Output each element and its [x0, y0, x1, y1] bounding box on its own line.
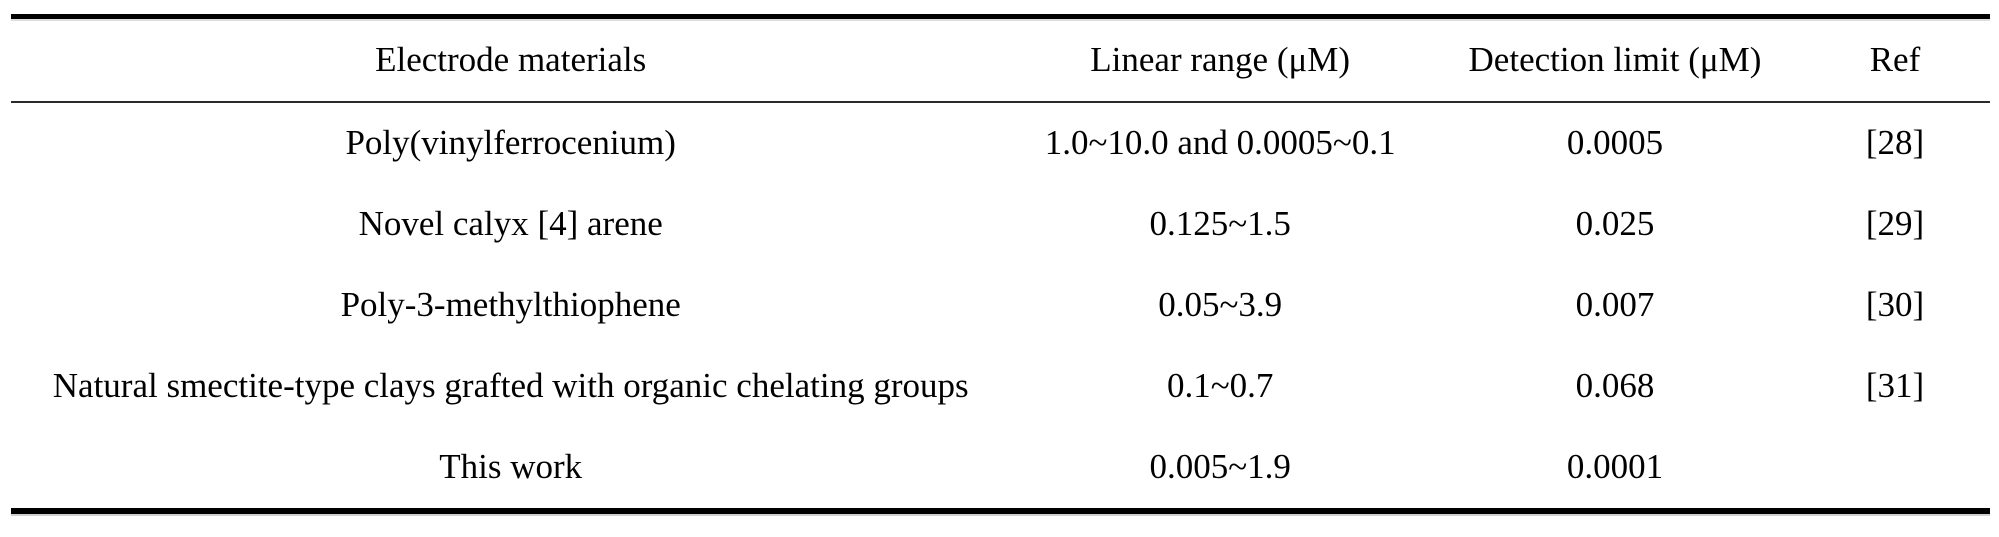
- column-header-linear-range: Linear range (μM): [1090, 39, 1351, 79]
- cell-ref: [28]: [1865, 123, 1925, 163]
- column-header-ref: Ref: [1869, 39, 1921, 79]
- table-bottom-rule: [11, 508, 1990, 514]
- table-row: Poly-3-methylthiophene 0.05~3.9 0.007 [3…: [11, 265, 1990, 346]
- cell-ref: [31]: [1865, 366, 1925, 406]
- cell-detection-limit: 0.0005: [1566, 123, 1664, 163]
- cell-electrode-material: Poly(vinylferrocenium): [345, 123, 676, 163]
- cell-linear-range: 0.1~0.7: [1166, 366, 1274, 406]
- table-row: Natural smectite-type clays grafted with…: [11, 346, 1990, 427]
- cell-detection-limit: 0.068: [1575, 366, 1655, 406]
- cell-electrode-material: Poly-3-methylthiophene: [340, 285, 681, 325]
- cell-electrode-material: Novel calyx [4] arene: [358, 204, 663, 244]
- cell-linear-range: 1.0~10.0 and 0.0005~0.1: [1044, 123, 1396, 163]
- table-top-rule: [11, 14, 1990, 19]
- cell-linear-range: 0.05~3.9: [1158, 285, 1283, 325]
- table-row: Novel calyx [4] arene 0.125~1.5 0.025 [2…: [11, 184, 1990, 265]
- cell-ref: [30]: [1865, 285, 1925, 325]
- cell-detection-limit: 0.0001: [1566, 447, 1664, 487]
- column-header-detection-limit: Detection limit (μM): [1468, 39, 1762, 79]
- cell-ref: [1800, 427, 1990, 508]
- cell-electrode-material: This work: [439, 447, 583, 487]
- cell-detection-limit: 0.007: [1575, 285, 1655, 325]
- table-row: This work 0.005~1.9 0.0001: [11, 427, 1990, 508]
- column-header-electrode-materials: Electrode materials: [375, 39, 647, 79]
- cell-electrode-material: Natural smectite-type clays grafted with…: [52, 366, 969, 406]
- comparison-table: Electrode materials Linear range (μM) De…: [11, 14, 1990, 514]
- table-header-row: Electrode materials Linear range (μM) De…: [11, 19, 1990, 103]
- table-row: Poly(vinylferrocenium) 1.0~10.0 and 0.00…: [11, 103, 1990, 184]
- cell-linear-range: 0.125~1.5: [1149, 204, 1291, 244]
- cell-linear-range: 0.005~1.9: [1149, 447, 1291, 487]
- cell-ref: [29]: [1865, 204, 1925, 244]
- cell-detection-limit: 0.025: [1575, 204, 1655, 244]
